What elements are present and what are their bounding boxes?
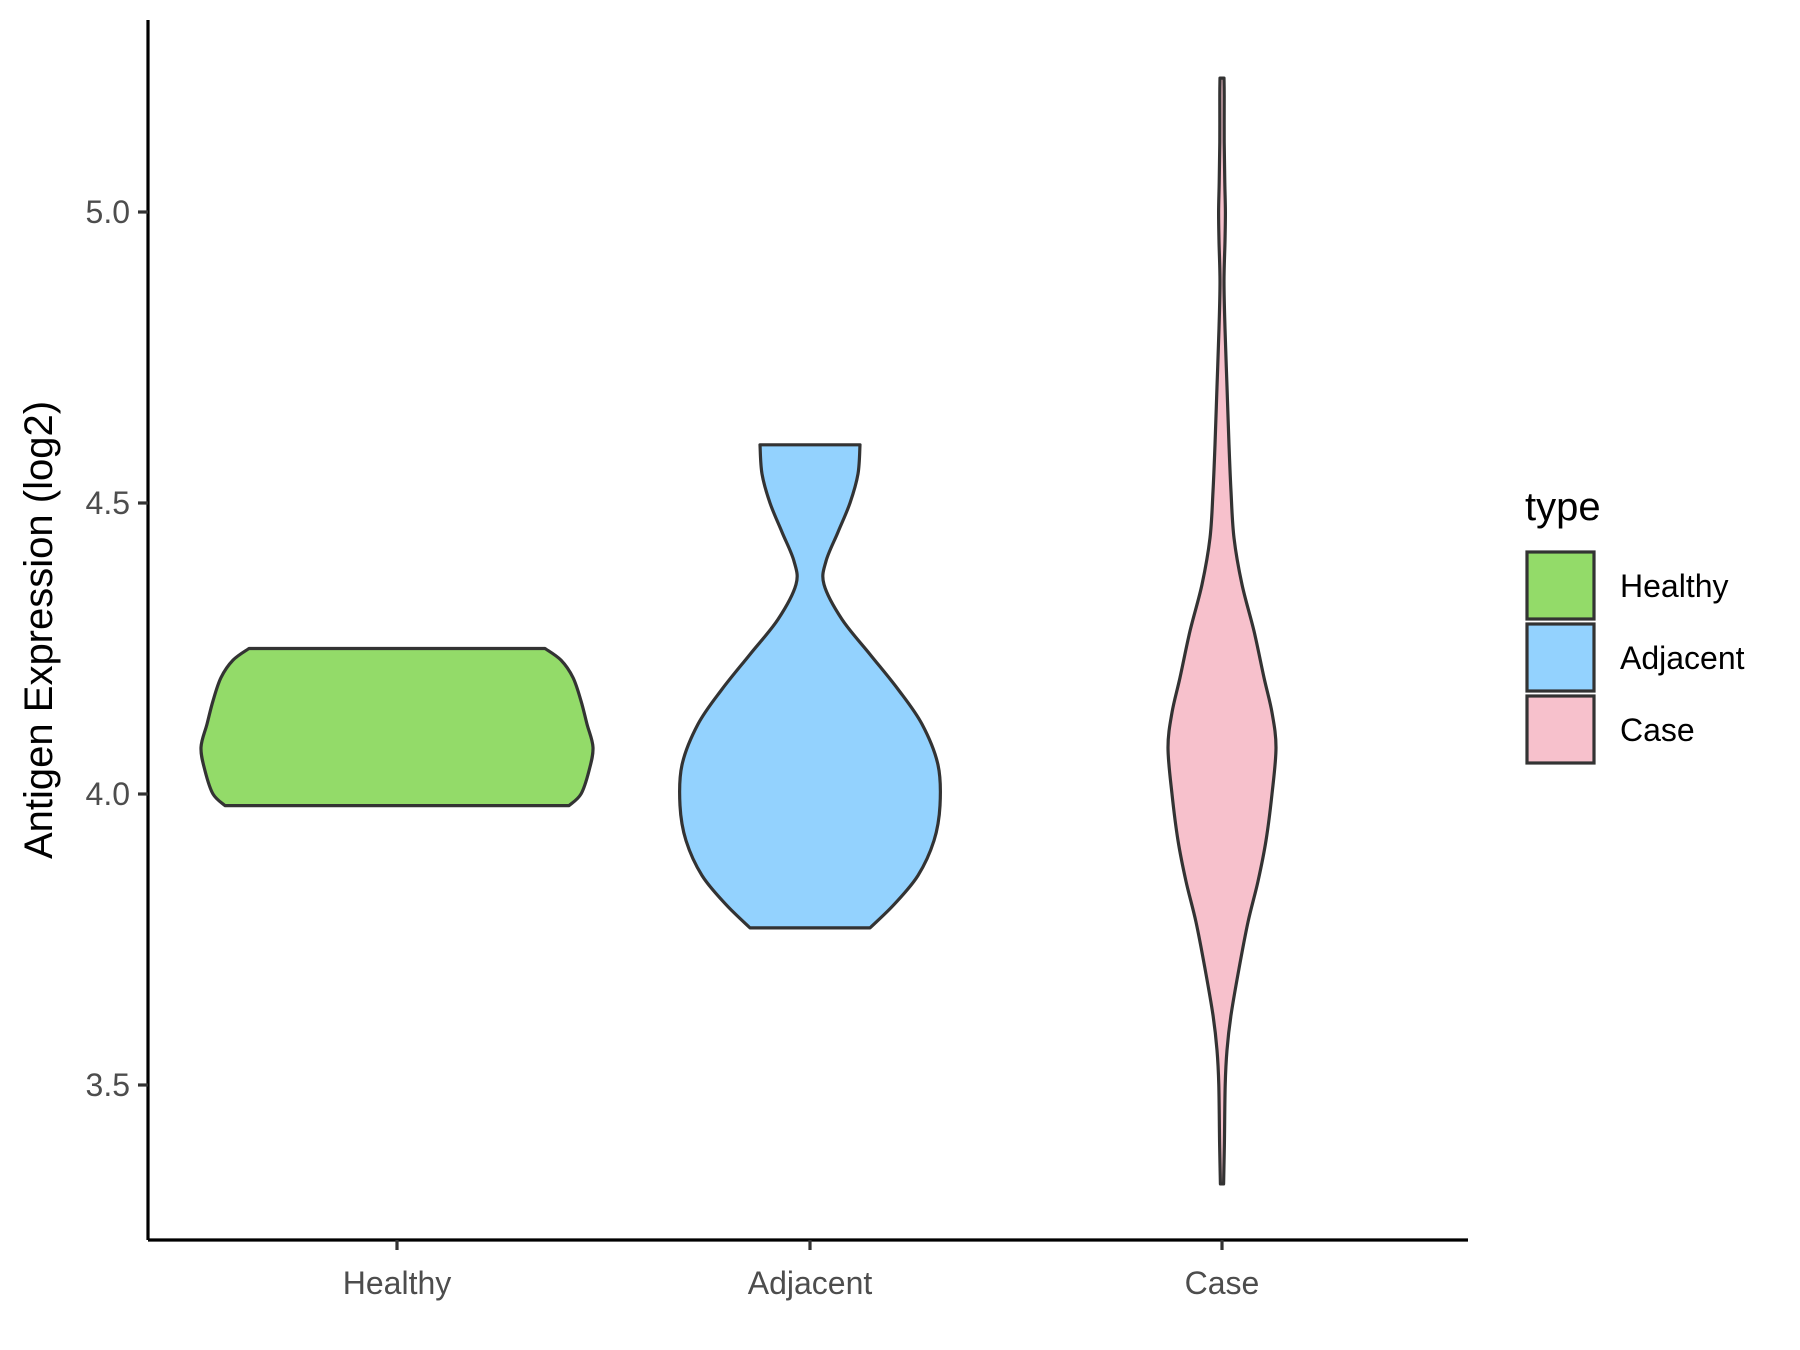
y-tick-label: 4.5 [86, 485, 130, 521]
x-tick-label: Case [1185, 1265, 1260, 1301]
x-axis: Healthy Adjacent Case [148, 1238, 1468, 1301]
y-tick-label: 4.0 [86, 776, 130, 812]
legend-swatch-case [1525, 694, 1596, 765]
legend-label-healthy: Healthy [1620, 568, 1729, 604]
y-axis: 3.5 4.0 4.5 5.0 [86, 20, 150, 1240]
y-tick-label: 3.5 [86, 1067, 130, 1103]
violin-adjacent [677, 443, 943, 930]
x-tick-label: Healthy [343, 1265, 452, 1301]
y-tick-label: 5.0 [86, 194, 130, 230]
legend-title: type [1525, 485, 1601, 529]
legend-swatch-adjacent [1525, 622, 1596, 693]
violin-layer [199, 76, 1278, 1186]
legend-swatch-healthy [1525, 550, 1596, 621]
x-tick-label: Adjacent [748, 1265, 873, 1301]
y-axis-title: Antigen Expression (log2) [17, 401, 61, 859]
violin-healthy [199, 646, 595, 808]
legend-label-case: Case [1620, 712, 1695, 748]
violin-case [1166, 76, 1278, 1186]
legend: type Healthy Adjacent Case [1525, 485, 1745, 765]
legend-label-adjacent: Adjacent [1620, 640, 1745, 676]
